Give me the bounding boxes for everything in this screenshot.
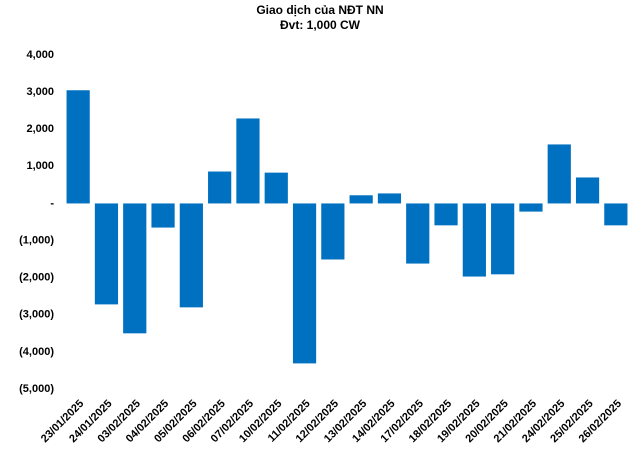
bar: [519, 203, 543, 212]
bar: [264, 172, 288, 204]
y-tick-label: (2,000): [19, 272, 54, 284]
bar: [321, 203, 345, 260]
bar: [66, 90, 90, 204]
bar: [547, 144, 571, 204]
y-tick-label: -: [50, 197, 54, 209]
bar: [208, 171, 232, 204]
bar: [406, 203, 430, 264]
chart-subtitle: Đvt: 1,000 CW: [280, 18, 361, 32]
bar: [349, 195, 373, 204]
bar: [575, 177, 600, 204]
y-tick-label: 1,000: [26, 160, 54, 172]
y-tick-label: (3,000): [19, 309, 54, 321]
bar: [179, 203, 203, 308]
bar: [377, 193, 402, 204]
bar: [236, 118, 260, 204]
bar: [292, 203, 317, 364]
bar: [604, 203, 628, 226]
bar: [151, 203, 175, 228]
y-tick-label: (1,000): [19, 234, 54, 246]
y-tick-label: 4,000: [26, 49, 54, 61]
chart-title: Giao dịch của NĐT NN: [256, 3, 383, 17]
bar: [491, 203, 515, 275]
y-tick-label: 3,000: [26, 86, 54, 98]
y-tick-label: (4,000): [19, 346, 54, 358]
bar: [434, 203, 458, 226]
bar: [123, 203, 147, 334]
bar: [462, 203, 486, 277]
y-tick-label: 2,000: [26, 123, 54, 135]
bar: [94, 203, 119, 305]
y-tick-label: (5,000): [19, 383, 54, 395]
